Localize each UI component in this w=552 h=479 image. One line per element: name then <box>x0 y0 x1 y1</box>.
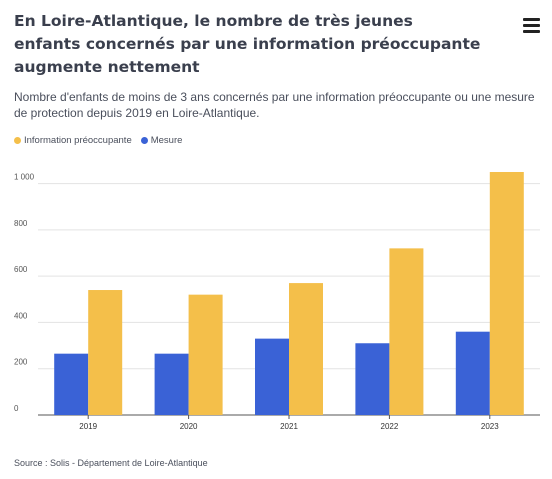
legend-dot-icon <box>14 136 21 144</box>
legend-label: Information préoccupante <box>24 134 132 146</box>
bar-mesure-2022 <box>355 343 390 415</box>
bar-information-2023 <box>489 172 524 415</box>
bar-mesure-2019 <box>54 353 89 415</box>
chart-title: En Loire-Atlantique, le nombre de très j… <box>14 12 481 76</box>
y-tick-label: 1 000 <box>14 173 35 182</box>
legend-item-mesure[interactable]: Mesure <box>140 134 183 146</box>
chart-legend: Information préoccupante Mesure <box>14 133 182 147</box>
bar-information-2022 <box>389 248 424 415</box>
bar-mesure-2020 <box>154 353 189 415</box>
x-tick-label: 2023 <box>481 422 499 431</box>
bar-information-2021 <box>289 283 323 415</box>
y-tick-label: 0 <box>14 404 19 413</box>
chart-subtitle: Nombre d'enfants de moins de 3 ans conce… <box>14 90 535 120</box>
source-note: Source : Solis - Département de Loire-At… <box>14 458 208 468</box>
bar-mesure-2023 <box>455 331 490 415</box>
legend-dot-icon <box>140 136 148 144</box>
bar-information-2020 <box>188 294 223 415</box>
bar-information-2019 <box>88 290 123 415</box>
y-tick-label: 600 <box>14 265 28 274</box>
y-tick-label: 200 <box>14 358 28 367</box>
x-tick-label: 2020 <box>180 422 198 431</box>
y-tick-label: 800 <box>14 219 28 228</box>
x-tick-label: 2022 <box>381 422 399 431</box>
x-tick-label: 2019 <box>79 422 97 431</box>
y-tick-label: 400 <box>14 311 28 320</box>
legend-item-information[interactable]: Information préoccupante <box>14 135 132 146</box>
legend-label: Mesure <box>150 134 183 146</box>
bar-mesure-2021 <box>255 338 289 415</box>
x-tick-label: 2021 <box>280 422 298 431</box>
hamburger-menu-icon[interactable] <box>523 17 540 33</box>
